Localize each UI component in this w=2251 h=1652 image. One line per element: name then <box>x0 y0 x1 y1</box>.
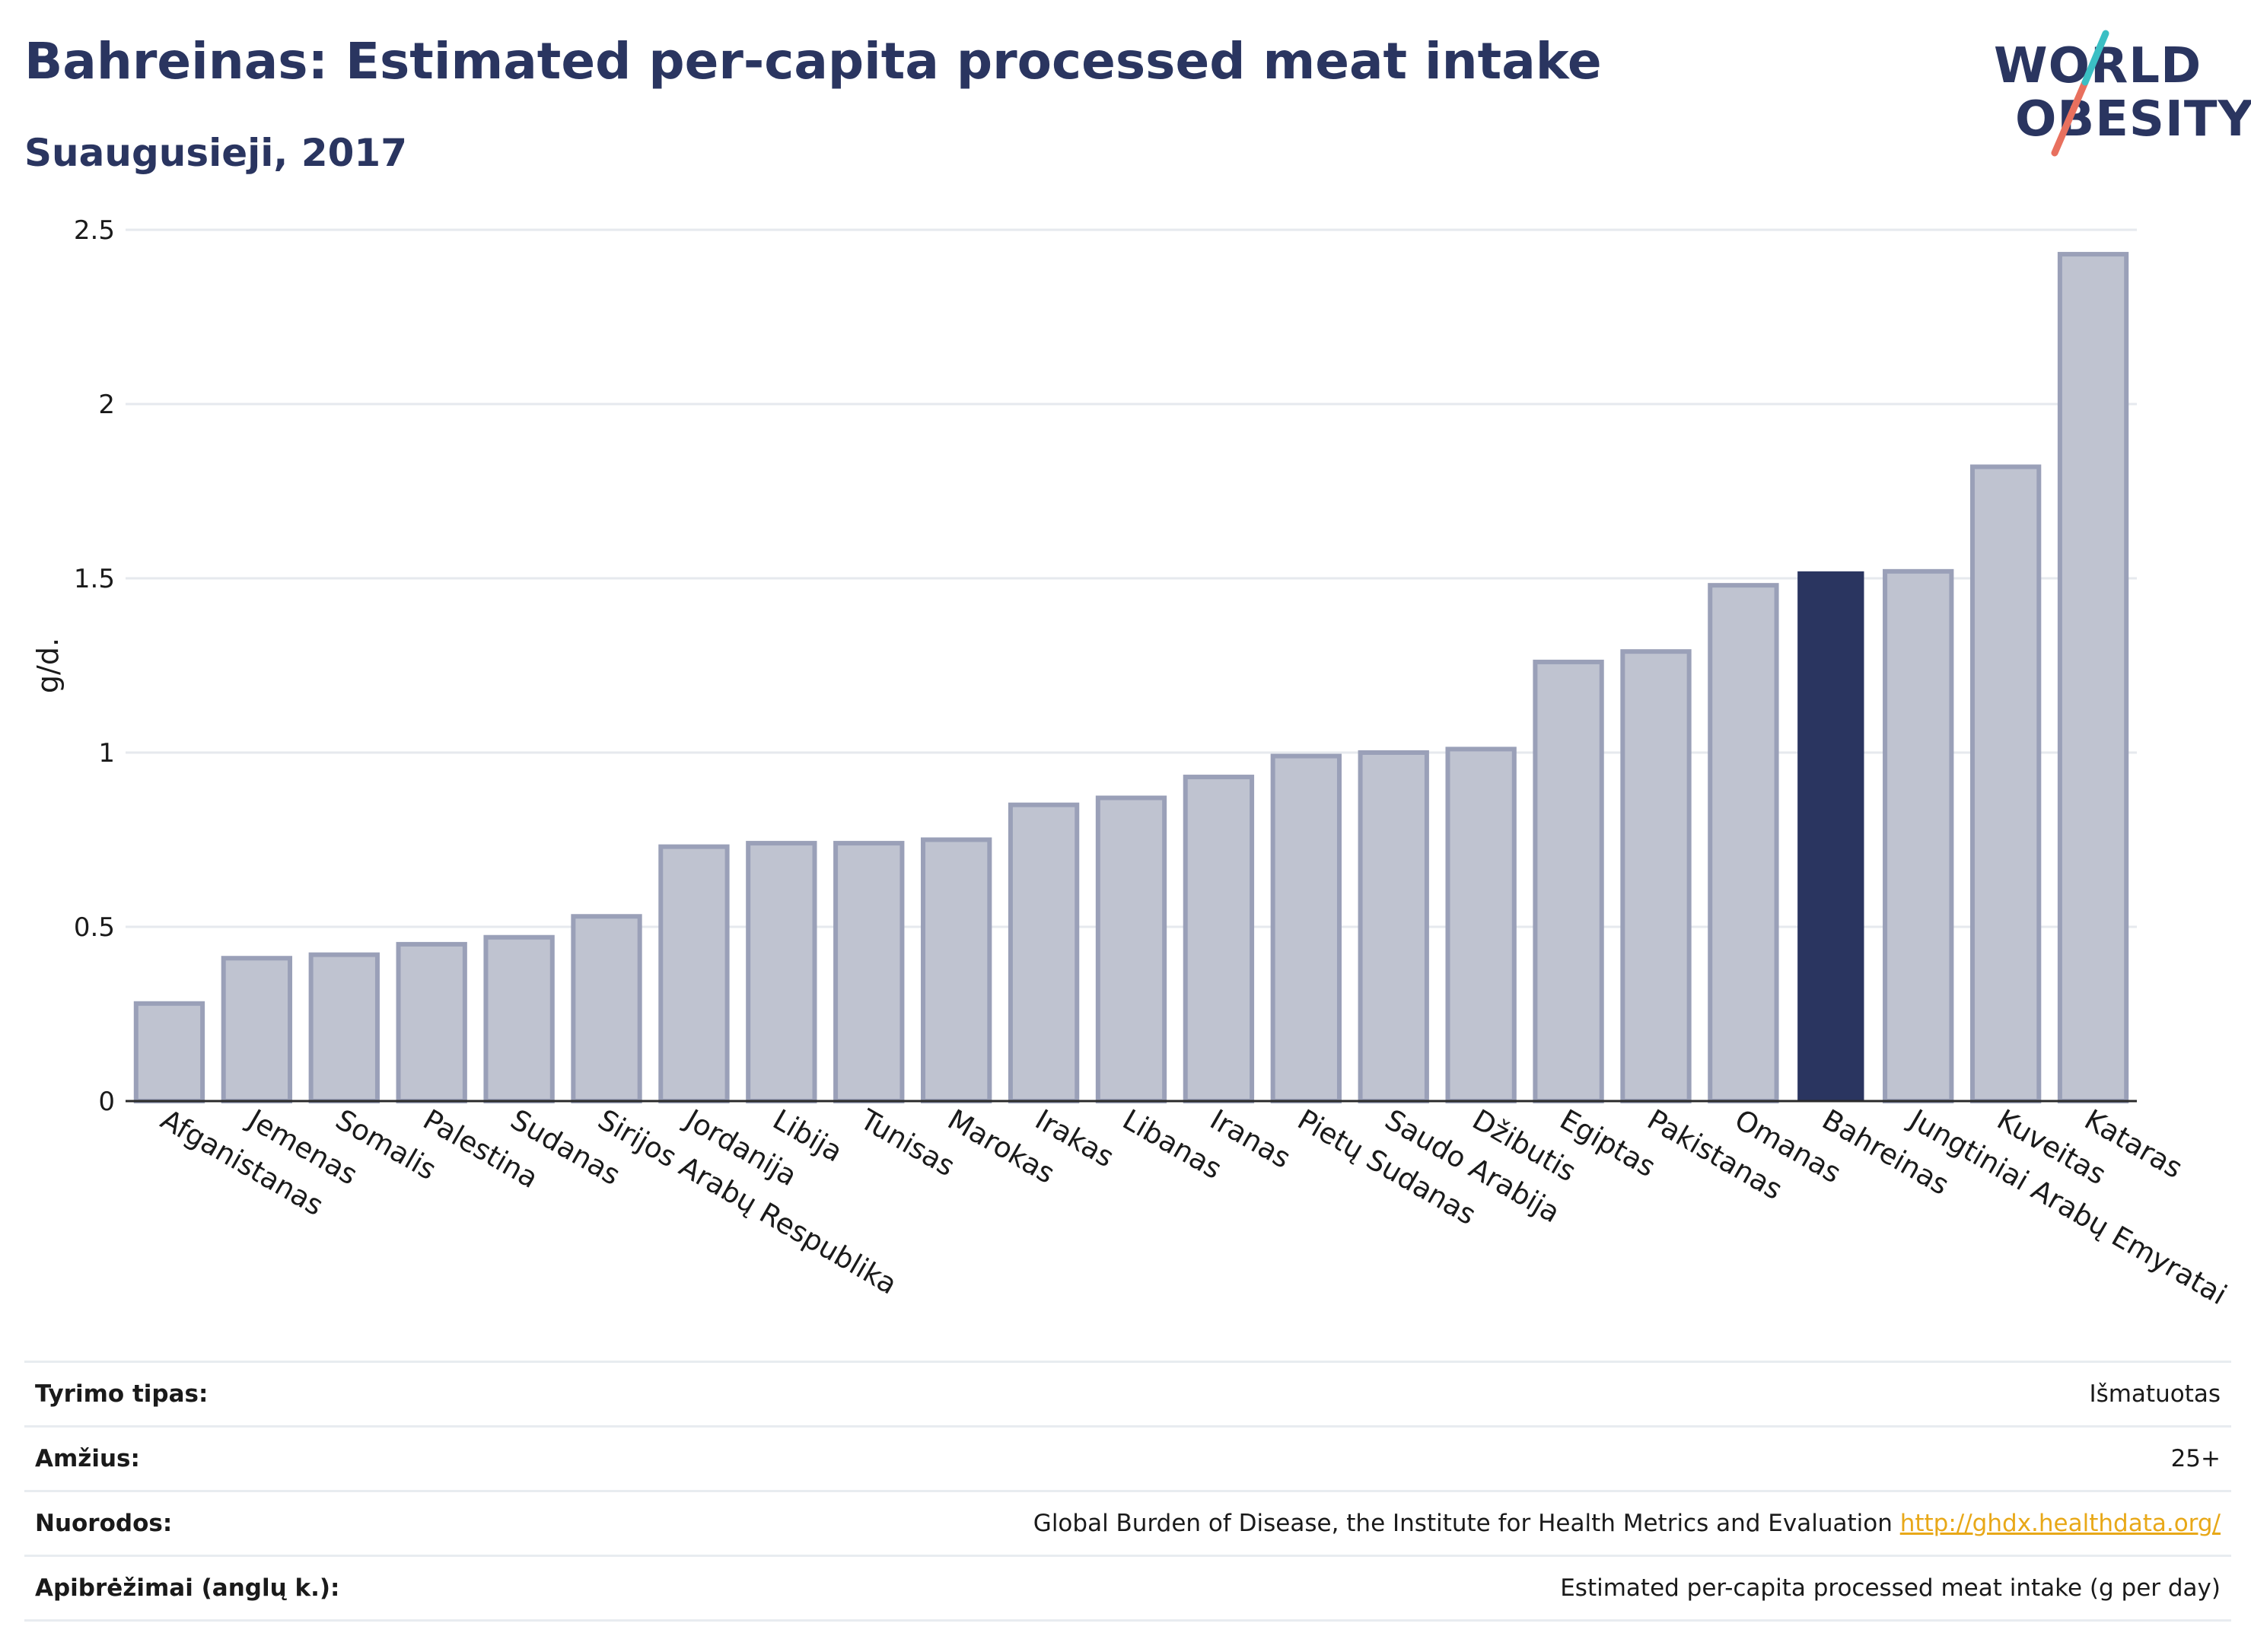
info-row-study-type: Tyrimo tipas: Išmatuotas <box>24 1361 2231 1427</box>
bar <box>2057 252 2129 1103</box>
info-value: 25+ <box>493 1425 2231 1491</box>
info-table: Tyrimo tipas: Išmatuotas Amžius: 25+ Nuo… <box>24 1361 2231 1622</box>
bar <box>1183 775 1255 1103</box>
x-tick-label: Tunisas <box>854 1103 960 1183</box>
y-tick-label: 2.5 <box>74 215 115 246</box>
bar <box>1883 568 1954 1103</box>
info-value: Estimated per-capita processed meat inta… <box>493 1555 2231 1622</box>
logo-slash-icon <box>2051 30 2109 157</box>
bar <box>571 914 642 1104</box>
y-tick-label: 0.5 <box>74 912 115 943</box>
info-label: Nuorodos: <box>24 1490 494 1556</box>
bar <box>1445 746 1517 1103</box>
y-tick-label: 1 <box>98 738 115 769</box>
bar-chart: 00.511.522.5g/d.AfganistanasJemenasSomal… <box>31 215 2232 1312</box>
reference-text: Global Burden of Disease, the Institute … <box>1033 1510 1893 1537</box>
world-obesity-logo: WORLD OBESITY <box>1994 29 2251 158</box>
info-label: Tyrimo tipas: <box>24 1361 494 1427</box>
bar <box>658 844 730 1103</box>
info-value-with-link: Global Burden of Disease, the Institute … <box>493 1490 2231 1556</box>
logo-text-line2: OBESITY <box>2015 91 2251 148</box>
bar <box>308 952 380 1104</box>
bar <box>1095 795 1167 1103</box>
info-value: Išmatuotas <box>493 1361 2231 1427</box>
bar <box>1008 802 1080 1103</box>
bar <box>1620 649 1692 1103</box>
bar <box>1533 659 1604 1103</box>
bar <box>1358 750 1429 1103</box>
info-row-age: Amžius: 25+ <box>24 1425 2231 1491</box>
bar <box>483 934 555 1103</box>
bar <box>921 837 992 1103</box>
bar <box>221 956 293 1103</box>
y-tick-label: 0 <box>98 1087 115 1117</box>
info-label: Apibrėžimai (anglų k.): <box>24 1555 494 1622</box>
x-tick-label: Jungtiniai Arabų Emyratai <box>1902 1103 2232 1312</box>
bar <box>746 841 817 1104</box>
info-row-definitions: Apibrėžimai (anglų k.): Estimated per-ca… <box>24 1555 2231 1622</box>
bar <box>1969 464 2042 1103</box>
y-tick-label: 2 <box>98 390 115 420</box>
y-axis-title: g/d. <box>31 638 65 693</box>
bar-highlighted <box>1797 571 1864 1101</box>
y-tick-label: 1.5 <box>74 564 115 594</box>
chart-subtitle: Suaugusieji, 2017 <box>24 131 407 175</box>
bar <box>1270 753 1342 1104</box>
x-tick-label: Libanas <box>1117 1103 1227 1186</box>
reference-link[interactable]: http://ghdx.healthdata.org/ <box>1899 1510 2221 1537</box>
bar <box>1708 583 1779 1104</box>
bar <box>133 1001 205 1104</box>
bar <box>396 941 467 1104</box>
info-row-references: Nuorodos: Global Burden of Disease, the … <box>24 1490 2231 1556</box>
chart-title: Bahreinas: Estimated per-capita processe… <box>24 32 1602 91</box>
info-label: Amžius: <box>24 1425 494 1491</box>
bar <box>833 841 905 1104</box>
